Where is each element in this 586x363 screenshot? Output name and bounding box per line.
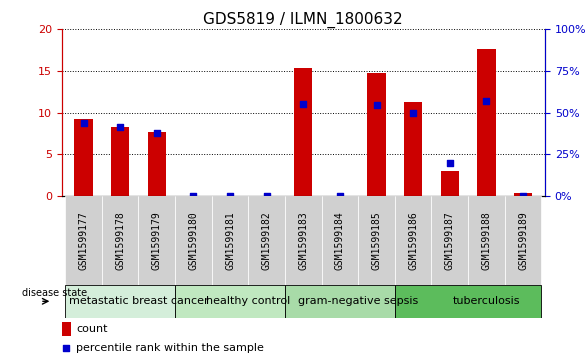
Text: GSM1599187: GSM1599187	[445, 211, 455, 270]
Bar	[294, 68, 312, 196]
Text: tuberculosis: tuberculosis	[452, 296, 520, 306]
Text: GSM1599179: GSM1599179	[152, 211, 162, 270]
Point	[152, 130, 162, 135]
Bar	[62, 322, 71, 336]
Bar	[148, 132, 166, 196]
Text: GSM1599186: GSM1599186	[408, 211, 418, 270]
Bar	[395, 196, 431, 285]
Bar	[248, 196, 285, 285]
Text: GSM1599178: GSM1599178	[115, 211, 125, 270]
Point	[335, 193, 345, 199]
Point	[299, 101, 308, 107]
Text: gram-negative sepsis: gram-negative sepsis	[298, 296, 418, 306]
Point	[189, 193, 198, 199]
Bar	[102, 196, 138, 285]
Text: GSM1599180: GSM1599180	[188, 211, 199, 270]
Text: GSM1599188: GSM1599188	[481, 211, 492, 270]
Bar	[468, 196, 505, 285]
Title: GDS5819 / ILMN_1800632: GDS5819 / ILMN_1800632	[203, 12, 403, 28]
Point	[372, 102, 381, 108]
Text: GSM1599183: GSM1599183	[298, 211, 308, 270]
Text: disease state: disease state	[22, 288, 87, 298]
Text: count: count	[76, 324, 108, 334]
Bar	[514, 193, 532, 196]
Bar	[477, 49, 496, 196]
Bar	[175, 285, 285, 318]
Point	[262, 193, 271, 199]
Text: healthy control: healthy control	[206, 296, 291, 306]
Bar	[138, 196, 175, 285]
Point	[226, 193, 235, 199]
Bar	[358, 196, 395, 285]
Bar	[395, 285, 541, 318]
Text: GSM1599181: GSM1599181	[225, 211, 235, 270]
Text: GSM1599177: GSM1599177	[79, 211, 88, 270]
Bar	[285, 285, 395, 318]
Bar	[285, 196, 322, 285]
Point	[408, 110, 418, 115]
Text: GSM1599182: GSM1599182	[261, 211, 272, 270]
Point	[115, 124, 125, 130]
Bar	[431, 196, 468, 285]
Point	[482, 98, 491, 104]
Point	[79, 121, 88, 126]
Bar	[441, 171, 459, 196]
Bar	[65, 196, 102, 285]
Bar	[367, 73, 386, 196]
Point	[62, 345, 71, 351]
Text: GSM1599184: GSM1599184	[335, 211, 345, 270]
Bar	[322, 196, 358, 285]
Point	[519, 193, 528, 199]
Text: GSM1599185: GSM1599185	[372, 211, 381, 270]
Text: percentile rank within the sample: percentile rank within the sample	[76, 343, 264, 353]
Text: GSM1599189: GSM1599189	[518, 211, 528, 270]
Bar	[404, 102, 423, 196]
Bar	[175, 196, 212, 285]
Point	[445, 160, 455, 166]
Text: metastatic breast cancer: metastatic breast cancer	[69, 296, 208, 306]
Bar	[505, 196, 541, 285]
Bar	[74, 119, 93, 196]
Bar	[65, 285, 175, 318]
Bar	[212, 196, 248, 285]
Bar	[111, 127, 130, 196]
